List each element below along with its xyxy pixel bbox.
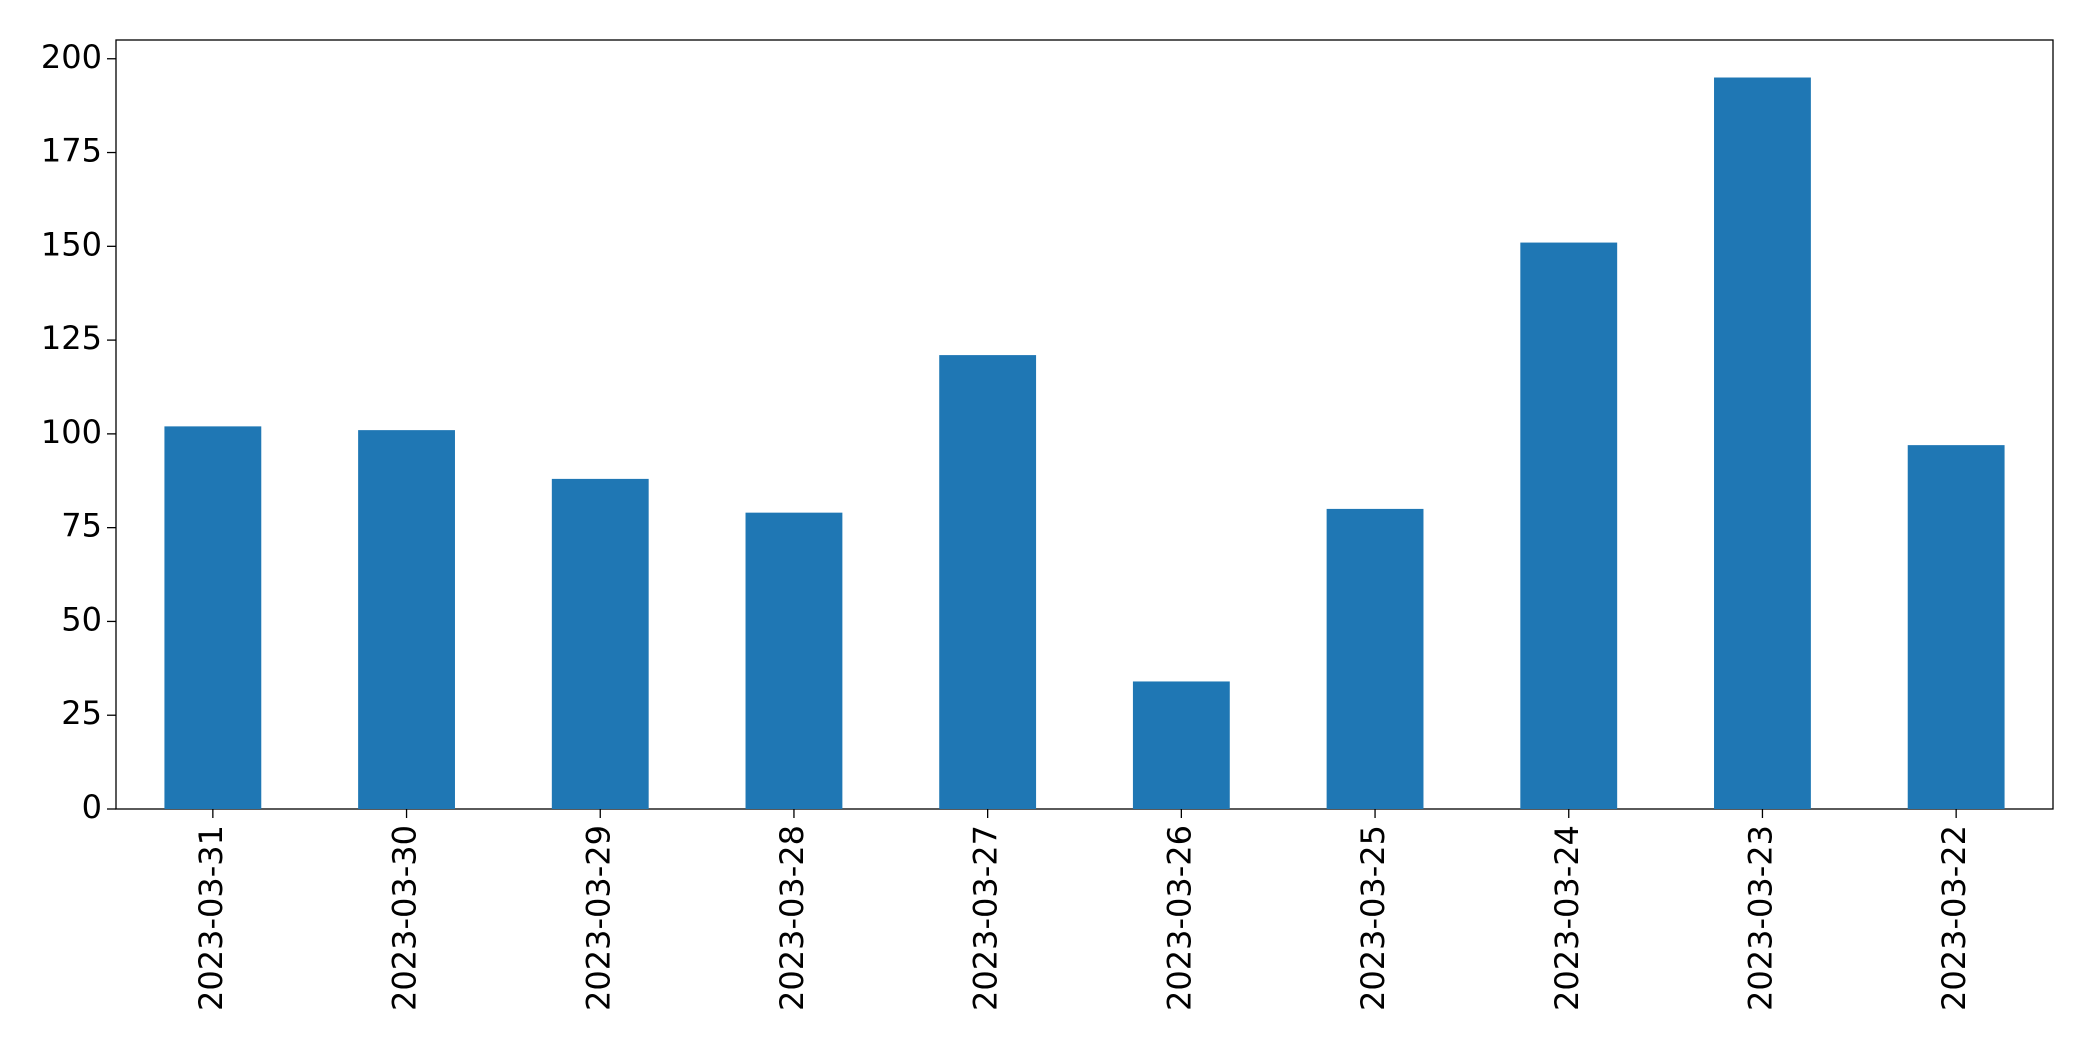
x-tick-label: 2023-03-30: [386, 825, 424, 1011]
y-tick-label: 125: [41, 319, 102, 357]
bar: [551, 478, 649, 809]
y-tick-label: 25: [61, 694, 102, 732]
x-tick-label: 2023-03-31: [192, 825, 230, 1011]
y-tick-label: 150: [41, 225, 102, 263]
bar: [1520, 242, 1618, 809]
y-tick-label: 50: [61, 600, 102, 638]
x-tick-label: 2023-03-23: [1741, 825, 1779, 1011]
plot-frame: [115, 39, 2054, 810]
x-tick-label: 2023-03-24: [1548, 825, 1586, 1011]
bar: [1907, 445, 2005, 809]
y-tick-label: 0: [82, 788, 102, 826]
x-tick-label: 2023-03-22: [1935, 825, 1973, 1011]
bar: [358, 430, 455, 809]
bar: [745, 512, 843, 809]
y-tick-label: 175: [41, 132, 102, 170]
y-tick-label: 200: [41, 38, 102, 76]
y-tick-label: 100: [41, 413, 102, 451]
bar: [164, 426, 262, 809]
x-tick-label: 2023-03-28: [773, 825, 811, 1011]
y-tick-label: 75: [61, 507, 102, 545]
bar: [1132, 681, 1230, 809]
x-tick-label: 2023-03-29: [579, 825, 617, 1011]
bar: [939, 355, 1037, 809]
bar: [1714, 77, 1811, 809]
x-tick-label: 2023-03-27: [967, 825, 1005, 1011]
x-tick-label: 2023-03-25: [1354, 825, 1392, 1011]
bar: [1326, 508, 1424, 809]
x-tick-label: 2023-03-26: [1160, 825, 1198, 1011]
